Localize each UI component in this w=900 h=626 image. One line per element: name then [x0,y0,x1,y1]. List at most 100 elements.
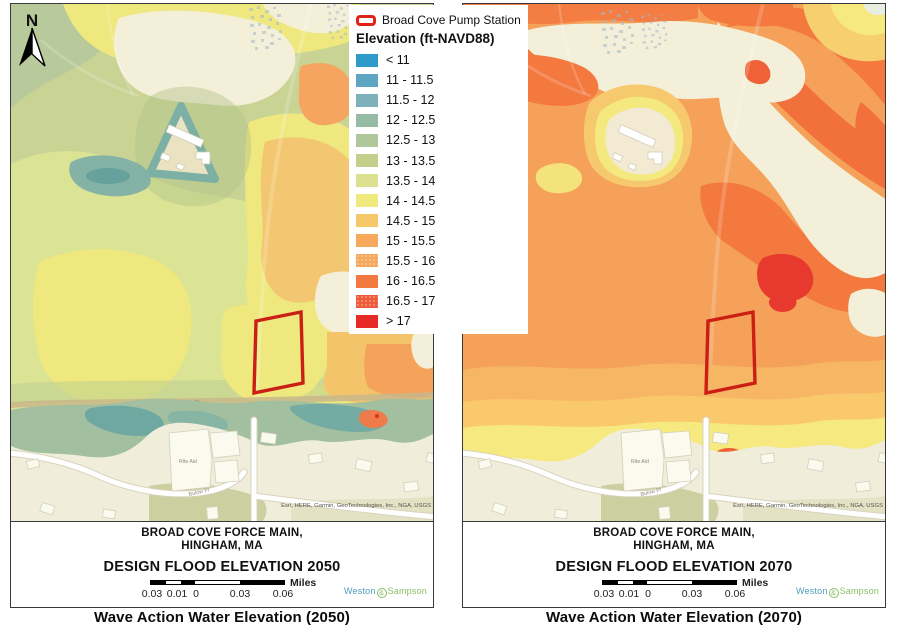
scale-bar-2050: Miles 0.03 0.01 0 0.03 0.06 [142,577,350,606]
miles-label: Miles [742,577,769,589]
legend-class-label: 15.5 - 16 [386,253,436,268]
legend-class-swatch [356,53,378,67]
legend-class-row: 13 - 13.5 [356,150,520,170]
legend-class-row: 11 - 11.5 [356,70,520,90]
weston-sampson-logo: Weston & Sampson [344,586,427,598]
legend-class-swatch [356,294,378,308]
legend-class-row: 15 - 15.5 [356,231,520,251]
scale-label: 0.06 [724,588,746,600]
north-label: N [26,11,38,30]
legend-class-swatch [356,113,378,127]
attribution-2070: Esri, HERE, Garmin, GeoTechnologies, Inc… [733,503,883,509]
logo-ampersand-icon: & [828,588,839,598]
miles-label: Miles [290,577,317,589]
logo-ampersand-icon: & [376,588,387,598]
legend-class-row: 16 - 16.5 [356,271,520,291]
legend-class-row: 12 - 12.5 [356,110,520,130]
scale-bar [602,580,737,585]
legend-class-row: > 17 [356,311,520,331]
legend-class-swatch [356,194,378,208]
legend-class-label: 16 - 16.5 [386,274,436,289]
fort-hill-feature-2050 [135,86,252,207]
legend-class-swatch [356,93,378,107]
legend-class-swatch [356,234,378,248]
title-block-2070: BROAD COVE FORCE MAIN, HINGHAM, MA DESIG… [463,521,885,607]
scale-bar-segment [151,581,166,584]
legend-class-label: 15 - 15.5 [386,233,436,248]
map-frame-2050: Lincoln St [10,3,434,608]
scale-label: 0.01 [618,588,640,600]
scale-bar-segment [603,581,618,584]
scale-bar-segment [239,581,284,584]
legend-class-row: 12.5 - 13 [356,130,520,150]
scale-bar-segment [617,581,633,584]
legend-class-swatch [356,254,378,268]
logo-text-weston: Weston [796,586,828,596]
legend-class-row: 11.5 - 12 [356,90,520,110]
map-title-line2: HINGHAM, MA [181,540,263,552]
scale-label: 0.01 [166,588,188,600]
legend-class-label: 14.5 - 15 [386,213,436,228]
legend-class-label: 16.5 - 17 [386,294,436,309]
legend-class-row: 14 - 14.5 [356,191,520,211]
scale-bar-segment [691,581,736,584]
pump-station-label: Broad Cove Pump Station [382,13,521,27]
scale-bar-labels: 0.03 0.01 0 0.03 0.06 [594,588,745,600]
north-arrow-icon: N [19,11,46,67]
logo-text-sampson: Sampson [387,586,427,596]
legend-class-swatch [356,314,378,328]
legend-title: Elevation (ft-NAVD88) [356,31,495,46]
scale-label: 0.06 [272,588,294,600]
legend-class-swatch [356,214,378,228]
basemap-2050 [11,420,433,521]
legend-station-row: Broad Cove Pump Station [356,11,521,29]
scale-bar-segment [632,581,648,584]
scale-bar-segment [180,581,196,584]
title-block-2050: BROAD COVE FORCE MAIN, HINGHAM, MA DESIG… [11,521,433,607]
scale-bar-segment [647,581,692,584]
legend-class-swatch [356,133,378,147]
scale-bar-labels: 0.03 0.01 0 0.03 0.06 [142,588,293,600]
legend-class-row: 13.5 - 14 [356,171,520,191]
design-flood-title-2050: DESIGN FLOOD ELEVATION 2050 [103,559,341,575]
logo-text-sampson: Sampson [839,586,879,596]
map-title-line1: BROAD COVE FORCE MAIN, [593,527,755,539]
legend-class-label: > 17 [386,314,411,329]
logo-text-weston: Weston [344,586,376,596]
legend-class-swatch [356,154,378,168]
map-2050: Lincoln St [11,4,433,521]
scale-label: 0.03 [681,588,703,600]
legend-class-label: 12 - 12.5 [386,113,436,128]
legend-class-swatch [356,73,378,87]
legend-class-label: 14 - 14.5 [386,193,436,208]
legend-class-label: < 11 [386,53,410,68]
legend-class-swatch [356,274,378,288]
scale-bar-segment [165,581,181,584]
basemap-2070 [463,420,885,521]
fort-hill-feature-2070 [583,84,693,188]
legend-classes: < 11 11 - 11.5 11.5 - 12 12 - 12.5 12.5 - 13… [356,50,520,331]
legend-class-label: 13.5 - 14 [386,173,436,188]
legend-class-label: 11 - 11.5 [386,73,434,88]
scale-label: 0.03 [141,588,163,600]
map-title-line2: HINGHAM, MA [633,540,715,552]
pump-station-swatch [356,14,376,26]
legend-class-row: 16.5 - 17 [356,291,520,311]
legend-class-row: 14.5 - 15 [356,211,520,231]
scale-label: 0 [645,588,651,600]
flood-elevation-zones-2050: Lincoln St [11,4,433,479]
scale-label: 0.03 [229,588,251,600]
weston-sampson-logo: Weston & Sampson [796,586,879,598]
legend-class-label: 11.5 - 12 [386,93,435,108]
scale-label: 0 [193,588,199,600]
legend-class-label: 12.5 - 13 [386,133,436,148]
legend-class-row: 15.5 - 16 [356,251,520,271]
caption-2070: Wave Action Water Elevation (2070) [546,609,802,626]
legend-class-swatch [356,174,378,188]
map-legend: Broad Cove Pump Station Elevation (ft-NA… [349,5,528,334]
map-title-line1: BROAD COVE FORCE MAIN, [141,527,303,539]
legend-class-label: 13 - 13.5 [386,153,436,168]
scale-bar-segment [195,581,240,584]
scale-bar-2070: Miles 0.03 0.01 0 0.03 0.06 [594,577,802,606]
